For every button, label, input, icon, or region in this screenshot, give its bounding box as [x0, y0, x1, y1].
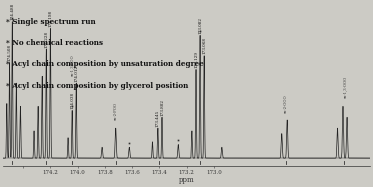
Text: sn-1,3-POO: sn-1,3-POO	[70, 55, 74, 76]
Text: 174.508: 174.508	[7, 44, 12, 61]
Text: 174.038: 174.038	[70, 92, 74, 109]
Text: 173.129: 173.129	[194, 51, 198, 68]
Text: * No chemical reactions: * No chemical reactions	[6, 39, 103, 47]
Text: 174.228: 174.228	[44, 30, 48, 48]
Text: 174.488: 174.488	[10, 3, 14, 20]
Text: 173.068: 173.068	[202, 37, 206, 54]
Text: * Single spectrum run: * Single spectrum run	[6, 18, 96, 26]
Text: sn-1,3-OOO: sn-1,3-OOO	[342, 76, 347, 98]
X-axis label: ppm: ppm	[179, 176, 194, 184]
Text: * Acyl chain composition by glycerol position: * Acyl chain composition by glycerol pos…	[6, 82, 189, 90]
Text: * Acyl chain composition by unsaturation degree: * Acyl chain composition by unsaturation…	[6, 60, 204, 68]
Text: 174.012: 174.012	[74, 65, 78, 82]
Text: 174.198: 174.198	[48, 10, 53, 27]
Text: 173.082: 173.082	[198, 17, 202, 34]
Text: 173.802: 173.802	[160, 99, 164, 116]
Text: sn-2-POO: sn-2-POO	[114, 102, 118, 120]
Text: 173.445: 173.445	[156, 110, 160, 127]
Text: sn-2-OOO: sn-2-OOO	[284, 94, 288, 113]
